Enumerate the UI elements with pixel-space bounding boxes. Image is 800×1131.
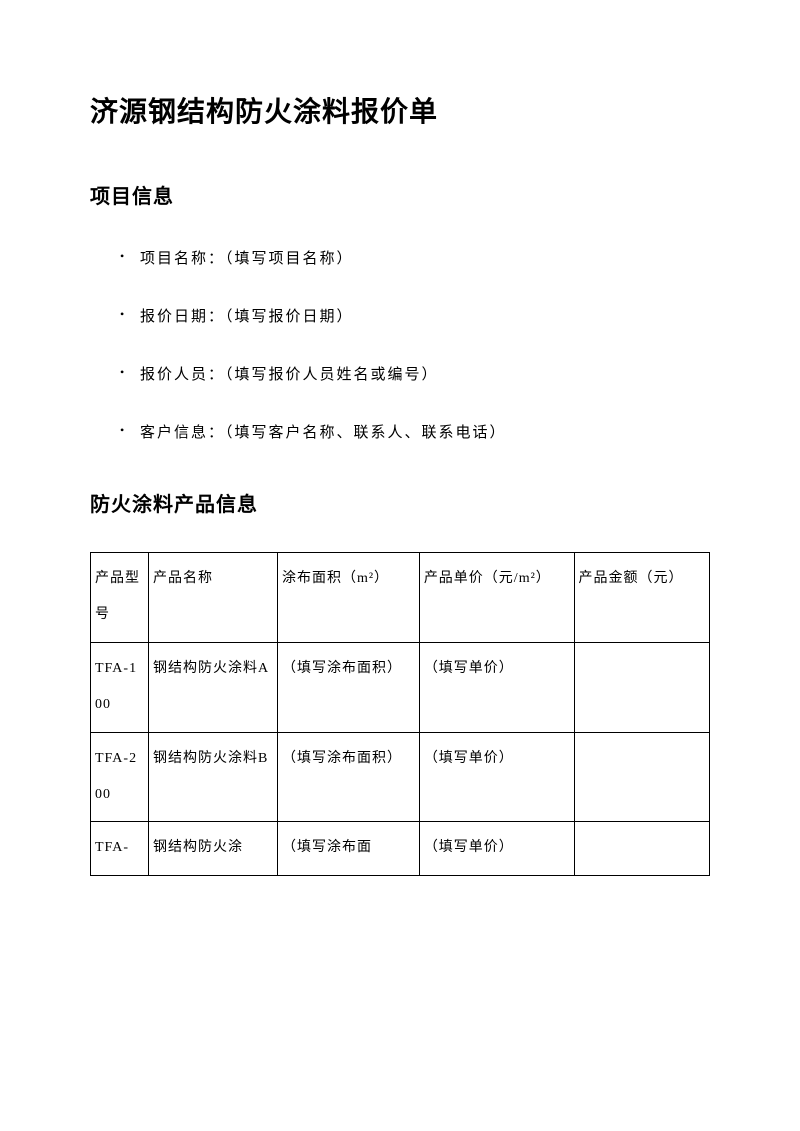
table-row: TFA-100 钢结构防火涂料A （填写涂布面积） （填写单价） [91, 642, 710, 732]
project-info-list: 项目名称：（填写项目名称） 报价日期：（填写报价日期） 报价人员：（填写报价人员… [140, 244, 710, 448]
table-cell: （填写涂布面积） [277, 732, 419, 822]
table-row: TFA- 钢结构防火涂 （填写涂布面 （填写单价） [91, 822, 710, 875]
table-cell: （填写单价） [419, 822, 574, 875]
table-cell: （填写单价） [419, 642, 574, 732]
table-cell: 钢结构防火涂 [149, 822, 278, 875]
table-cell: （填写涂布面积） [277, 642, 419, 732]
document-title: 济源钢结构防火涂料报价单 [90, 90, 710, 130]
list-item: 客户信息：（填写客户名称、联系人、联系电话） [140, 418, 710, 448]
table-header: 产品名称 [149, 553, 278, 643]
list-item: 报价人员：（填写报价人员姓名或编号） [140, 360, 710, 390]
table-cell: （填写单价） [419, 732, 574, 822]
table-header: 涂布面积（m²） [277, 553, 419, 643]
table-cell: TFA-100 [91, 642, 149, 732]
table-cell [574, 822, 709, 875]
section-heading-project-info: 项目信息 [90, 180, 710, 209]
table-header: 产品型号 [91, 553, 149, 643]
table-cell: 钢结构防火涂料B [149, 732, 278, 822]
list-item: 项目名称：（填写项目名称） [140, 244, 710, 274]
table-row: TFA-200 钢结构防火涂料B （填写涂布面积） （填写单价） [91, 732, 710, 822]
list-item: 报价日期：（填写报价日期） [140, 302, 710, 332]
table-cell [574, 732, 709, 822]
product-table: 产品型号 产品名称 涂布面积（m²） 产品单价（元/m²） 产品金额（元） TF… [90, 552, 710, 876]
table-header-row: 产品型号 产品名称 涂布面积（m²） 产品单价（元/m²） 产品金额（元） [91, 553, 710, 643]
table-header: 产品单价（元/m²） [419, 553, 574, 643]
table-cell: TFA-200 [91, 732, 149, 822]
table-cell: 钢结构防火涂料A [149, 642, 278, 732]
table-cell: （填写涂布面 [277, 822, 419, 875]
table-cell: TFA- [91, 822, 149, 875]
table-header: 产品金额（元） [574, 553, 709, 643]
table-cell [574, 642, 709, 732]
section-heading-product-info: 防火涂料产品信息 [90, 488, 710, 517]
